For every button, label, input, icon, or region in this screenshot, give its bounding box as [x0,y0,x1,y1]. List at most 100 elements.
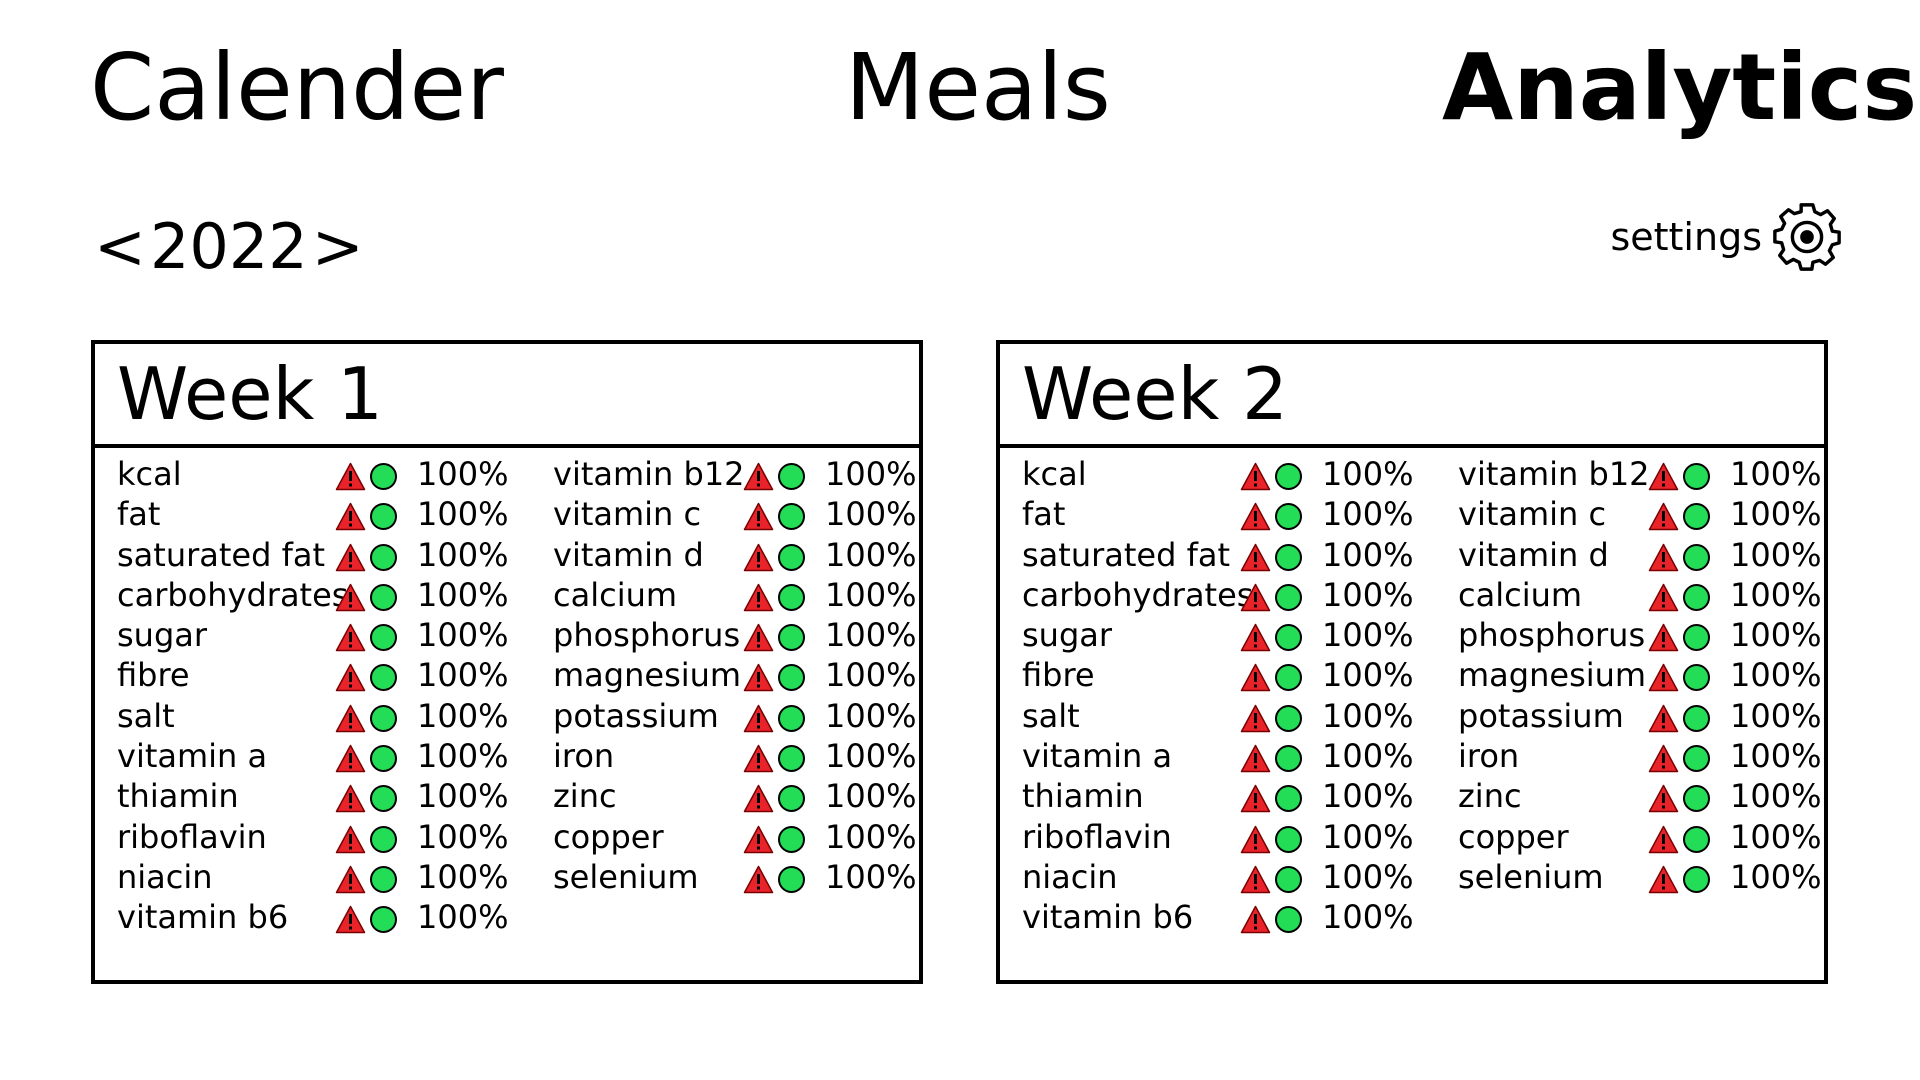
warning-icon [335,462,366,491]
nutrient-percent: 100% [1322,535,1414,574]
nutrient-label: salt [1022,696,1080,735]
ok-status-icon [370,624,397,652]
nutrient-label: zinc [1458,777,1522,816]
nav-calender[interactable]: Calender [90,34,504,141]
ok-status-icon [1275,543,1302,571]
nutrient-label: calcium [553,575,678,614]
ok-status-icon [778,745,805,773]
nutrient-percent: 100% [1730,495,1822,534]
nutrient-label: sugar [117,616,208,655]
nutrient-percent: 100% [1322,455,1414,493]
nutrient-label: vitamin b12 [1458,455,1650,493]
nutrient-label: vitamin a [117,737,268,776]
warning-icon [335,825,366,853]
ok-status-icon [370,906,397,934]
warning-icon [743,462,774,491]
nutrient-percent: 100% [1322,495,1414,534]
nutrient-percent: 100% [417,857,509,896]
nutrient-percent: 100% [825,455,917,493]
ok-status-icon [1275,463,1302,490]
nutrient-label: thiamin [1022,777,1144,816]
warning-icon [1648,825,1679,853]
ok-status-icon [778,865,805,893]
gear-icon[interactable] [1770,200,1844,274]
nutrient-label: vitamin a [1022,737,1173,776]
warning-icon [1240,543,1271,571]
ok-status-icon [778,503,805,531]
ok-status-icon [1683,543,1710,571]
nutrient-percent: 100% [1730,737,1822,776]
nutrient-percent: 100% [1730,777,1822,816]
nutrient-label: fat [1022,495,1066,534]
ok-status-icon [1683,583,1710,611]
warning-icon [743,785,774,813]
warning-icon [335,543,366,571]
nutrient-percent: 100% [825,575,917,614]
warning-icon [743,664,774,692]
nutrient-label: phosphorus [553,616,741,655]
warning-icon [335,503,366,531]
ok-status-icon [370,825,397,853]
nutrient-label: vitamin d [553,535,704,574]
warning-icon [743,825,774,853]
ok-status-icon [1683,664,1710,692]
nutrient-percent: 100% [1322,696,1414,735]
warning-icon [1648,543,1679,571]
ok-status-icon [370,865,397,893]
settings-label: settings [1610,215,1762,259]
warning-icon [1240,664,1271,692]
ok-status-icon [370,543,397,571]
year-label: 2022 [149,210,308,283]
nav-analytics[interactable]: Analytics [1442,34,1918,141]
ok-status-icon [1275,745,1302,773]
week-title: Week 2 [1000,344,1824,448]
nutrient-percent: 100% [417,455,509,493]
warning-icon [1648,744,1679,773]
nutrient-percent: 100% [1322,777,1414,816]
nutrient-label: thiamin [117,777,239,816]
nutrient-percent: 100% [1730,616,1822,655]
warning-icon [743,503,774,531]
nutrient-label: fibre [117,656,190,695]
warning-icon [1648,704,1679,733]
nutrient-label: calcium [1458,575,1583,614]
year-next-button[interactable]: > [311,210,364,283]
nutrient-label: vitamin b6 [1022,898,1194,937]
ok-status-icon [370,664,397,692]
ok-status-icon [370,503,397,531]
warning-icon [743,623,774,652]
nutrient-percent: 100% [417,616,509,655]
nutrient-label: selenium [553,857,699,896]
ok-status-icon [778,785,805,813]
ok-status-icon [1683,745,1710,773]
nutrient-label: potassium [1458,696,1624,735]
nutrient-percent: 100% [825,616,917,655]
nav-meals[interactable]: Meals [845,34,1111,141]
nutrient-percent: 100% [1322,575,1414,614]
warning-icon [335,865,366,894]
warning-icon [1240,503,1271,531]
ok-status-icon [1683,865,1710,893]
warning-icon [1240,744,1271,773]
year-selector: < 2022 > [90,216,368,278]
warning-icon [743,583,774,612]
nutrient-percent: 100% [1730,656,1822,695]
nutrient-percent: 100% [1322,656,1414,695]
nutrient-percent: 100% [417,777,509,816]
settings-button[interactable]: settings [1610,200,1844,274]
nutrient-percent: 100% [825,495,917,534]
nutrient-percent: 100% [417,696,509,735]
warning-icon [335,785,366,813]
year-prev-button[interactable]: < [94,210,146,283]
ok-status-icon [370,583,397,611]
ok-status-icon [1683,825,1710,853]
nutrient-percent: 100% [417,656,509,695]
warning-icon [335,906,366,934]
nutrient-label: riboflavin [117,817,267,856]
ok-status-icon [1683,463,1710,490]
nutrient-label: selenium [1458,857,1604,896]
week-card: Week 2 kcal 100% fat 100% saturated fat 100% c… [996,340,1828,984]
ok-status-icon [1275,785,1302,813]
nutrient-percent: 100% [1730,535,1822,574]
ok-status-icon [1275,906,1302,934]
